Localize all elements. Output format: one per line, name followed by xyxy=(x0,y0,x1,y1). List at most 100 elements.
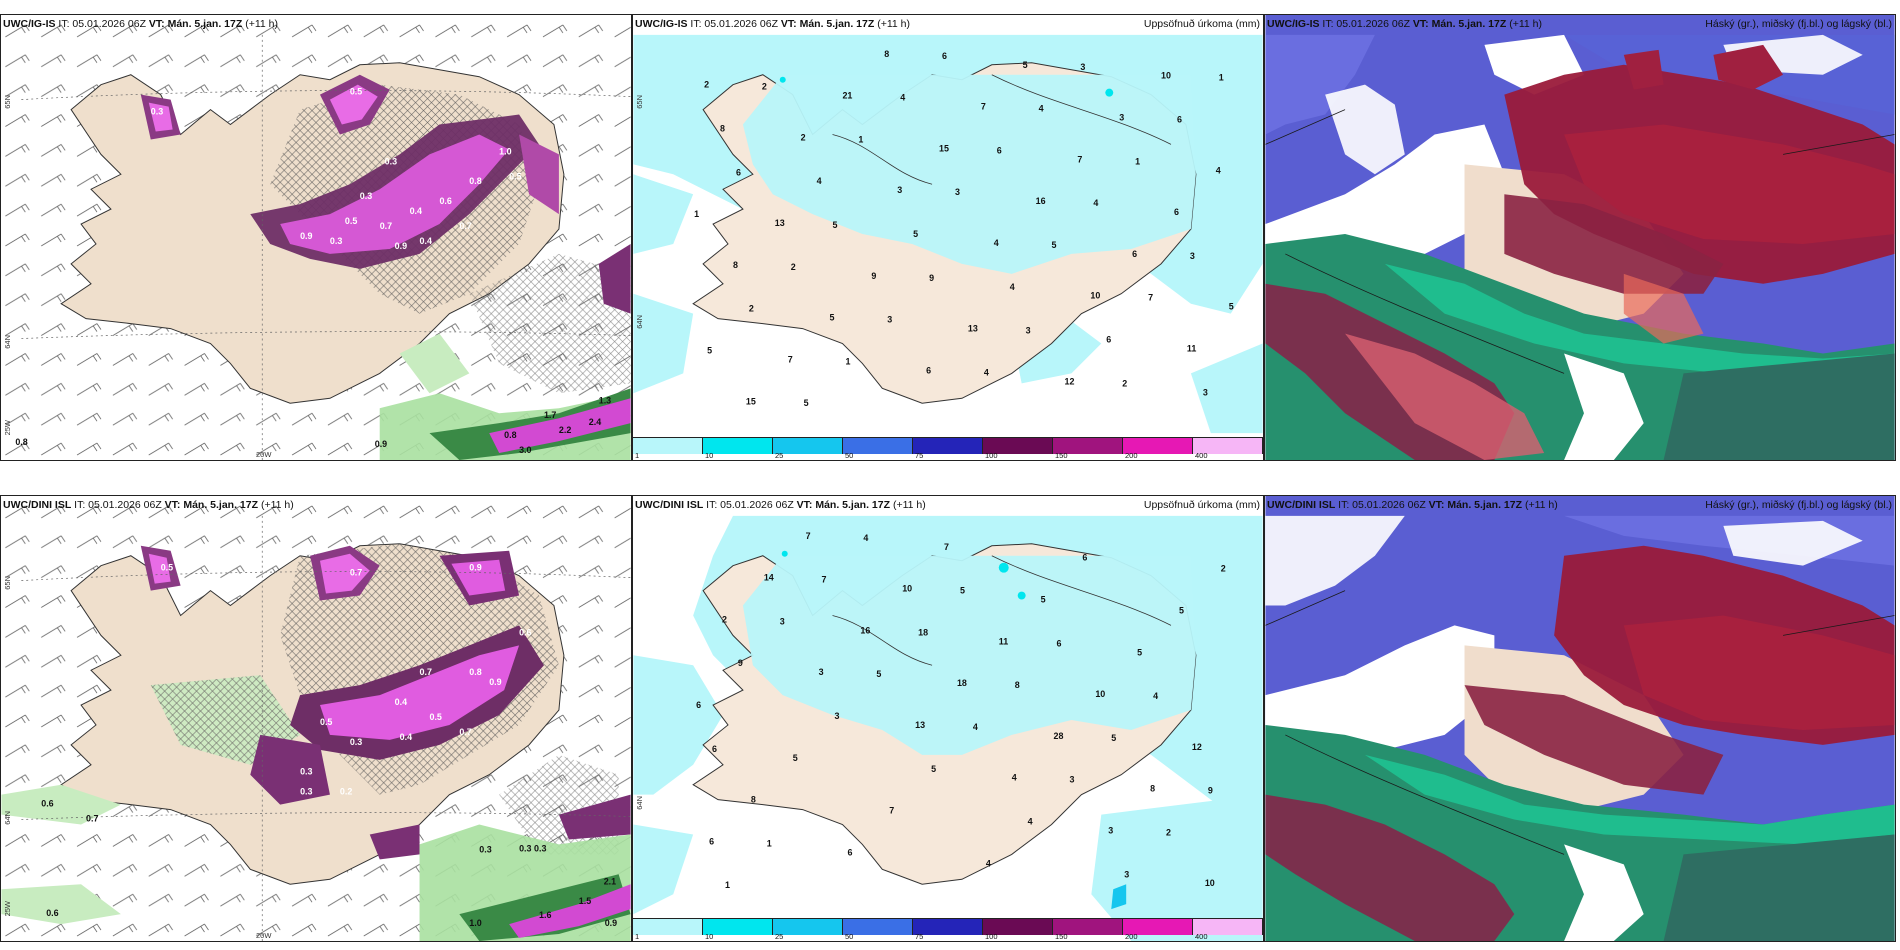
map-value-label: 9 xyxy=(871,271,876,281)
map-value-label: 10 xyxy=(902,584,912,594)
precip-color-legend xyxy=(633,437,1263,454)
map-value-label: 0.9 xyxy=(395,241,407,251)
map-value-label: 4 xyxy=(1039,104,1044,114)
map-value-label: 16 xyxy=(1036,196,1046,206)
map-value-label: 8 xyxy=(751,795,756,805)
map-value-label: 5 xyxy=(1023,60,1028,70)
map-value-label: 6 xyxy=(1082,553,1087,563)
cloud-cover-map xyxy=(1265,496,1895,941)
map-value-label: 13 xyxy=(915,720,925,730)
panel-field-title: Uppsöfnuð úrkoma (mm) xyxy=(1143,18,1260,30)
map-value-label: 0.8 xyxy=(504,430,516,440)
map-value-label: 0.5 xyxy=(161,563,173,573)
valid-time: VT: Mán. 5.jan. 17Z xyxy=(1428,499,1523,511)
map-value-label: 0.7 xyxy=(86,814,98,824)
map-value-label: 10 xyxy=(1095,689,1105,699)
legend-label: 100 xyxy=(985,451,998,460)
map-value-label: 15 xyxy=(939,143,949,153)
map-value-label: 5 xyxy=(1179,605,1184,615)
map-value-label: 6 xyxy=(736,167,741,177)
map-value-label: 0.3 xyxy=(300,767,312,777)
panel-header: UWC/IG-IS IT: 05.01.2026 06Z VT: Mán. 5.… xyxy=(3,18,278,30)
map-value-label: 0.7 xyxy=(420,667,432,677)
map-value-label: 5 xyxy=(913,229,918,239)
map-value-label: 6 xyxy=(1132,249,1137,259)
map-value-label: 1.3 xyxy=(599,395,611,405)
map-value-label: 3 xyxy=(1080,62,1085,72)
map-value-label: 0.6 xyxy=(46,908,58,918)
model-name: UWC/DINI ISL xyxy=(635,499,704,511)
map-value-label: 5 xyxy=(830,313,835,323)
map-value-label: 6 xyxy=(926,365,931,375)
map-value-label: 9 xyxy=(1208,786,1213,796)
map-value-label: 7 xyxy=(822,575,827,585)
legend-swatch xyxy=(773,438,843,454)
lead-time: (+11 h) xyxy=(1524,499,1558,511)
map-value-label: 10 xyxy=(1205,878,1215,888)
map-value-label: 4 xyxy=(900,93,905,103)
map-value-label: 0.5 xyxy=(429,712,441,722)
map-value-label: 3 xyxy=(1190,251,1195,261)
map-value-label: 2 xyxy=(791,262,796,272)
map-value-label: 15 xyxy=(746,396,756,406)
map-value-label: 28 xyxy=(1054,731,1064,741)
map-value-label: 1 xyxy=(725,880,730,890)
map-value-label: 0.7 xyxy=(459,221,471,231)
valid-time: VT: Mán. 5.jan. 17Z xyxy=(780,18,875,30)
legend-swatch xyxy=(1123,438,1193,454)
map-value-label: 5 xyxy=(876,669,881,679)
map-value-label: 1.0 xyxy=(469,918,481,928)
map-value-label: 10 xyxy=(1161,71,1171,81)
map-value-label: 6 xyxy=(1106,335,1111,345)
map-value-label: 7 xyxy=(1148,293,1153,303)
precip-color-legend xyxy=(633,918,1263,935)
map-value-label: 3.0 xyxy=(519,445,531,455)
map-value-label: 0.9 xyxy=(469,563,481,573)
map-value-label: 16 xyxy=(860,625,870,635)
valid-time: VT: Mán. 5.jan. 17Z xyxy=(1412,18,1507,30)
map-value-label: 0.6 xyxy=(41,799,53,809)
map-value-label: 4 xyxy=(1216,165,1221,175)
lat-label-64n: 64N xyxy=(635,796,644,810)
init-time: IT: 05.01.2026 06Z xyxy=(74,499,162,511)
legend-swatch xyxy=(913,919,983,935)
precip-wind-map-panel-igis: 0.3 0.5 0.7 0.4 0.3 0.6 0.8 0.9 1.0 0.5 0.3 0.4 0.7 0… xyxy=(0,14,632,461)
map-value-label: 2.4 xyxy=(589,417,601,427)
lead-time: (+11 h) xyxy=(260,499,294,511)
map-value-label: 0.3 xyxy=(350,737,362,747)
map-value-label: 7 xyxy=(889,806,894,816)
lon-label-25w: 25W xyxy=(3,420,12,436)
legend-label: 100 xyxy=(985,932,998,941)
legend-swatch xyxy=(1193,919,1263,935)
panel-field-title: Háský (gr.), miðský (fj.bl.) og lágský (… xyxy=(1705,499,1892,511)
map-value-label: 5 xyxy=(707,345,712,355)
map-value-label: 1 xyxy=(694,209,699,219)
map-value-label: 4 xyxy=(1153,691,1158,701)
legend-swatch xyxy=(703,438,773,454)
map-value-label: 5 xyxy=(1229,302,1234,312)
map-value-label: 1.5 xyxy=(579,896,591,906)
map-value-label: 0.4 xyxy=(400,732,412,742)
map-value-label: 6 xyxy=(1174,207,1179,217)
map-value-label: 6 xyxy=(997,145,1002,155)
legend-labels: 1 10 25 50 75 100 150 200 400 xyxy=(633,451,1263,460)
legend-label: 150 xyxy=(1055,932,1068,941)
map-value-label: 3 xyxy=(819,667,824,677)
map-value-label: 1 xyxy=(1219,73,1224,83)
map-value-label: 2 xyxy=(749,304,754,314)
map-value-label: 3 xyxy=(955,187,960,197)
legend-swatch xyxy=(1053,919,1123,935)
map-value-label: 4 xyxy=(1010,282,1015,292)
map-value-label: 3 xyxy=(887,315,892,325)
legend-label: 400 xyxy=(1195,932,1208,941)
map-value-label: 1.0 xyxy=(499,146,511,156)
map-value-label: 3 xyxy=(780,616,785,626)
cloud-map-panel-igis: UWC/IG-IS IT: 05.01.2026 06Z VT: Mán. 5.… xyxy=(1264,14,1896,461)
legend-label: 10 xyxy=(705,451,714,460)
legend-swatch xyxy=(913,438,983,454)
valid-time: VT: Mán. 5.jan. 17Z xyxy=(148,18,243,30)
map-value-label: 3 xyxy=(1069,775,1074,785)
map-value-label: 0.9 xyxy=(489,677,501,687)
lon-label-20w: 20W xyxy=(256,931,272,940)
map-value-label: 4 xyxy=(817,176,822,186)
